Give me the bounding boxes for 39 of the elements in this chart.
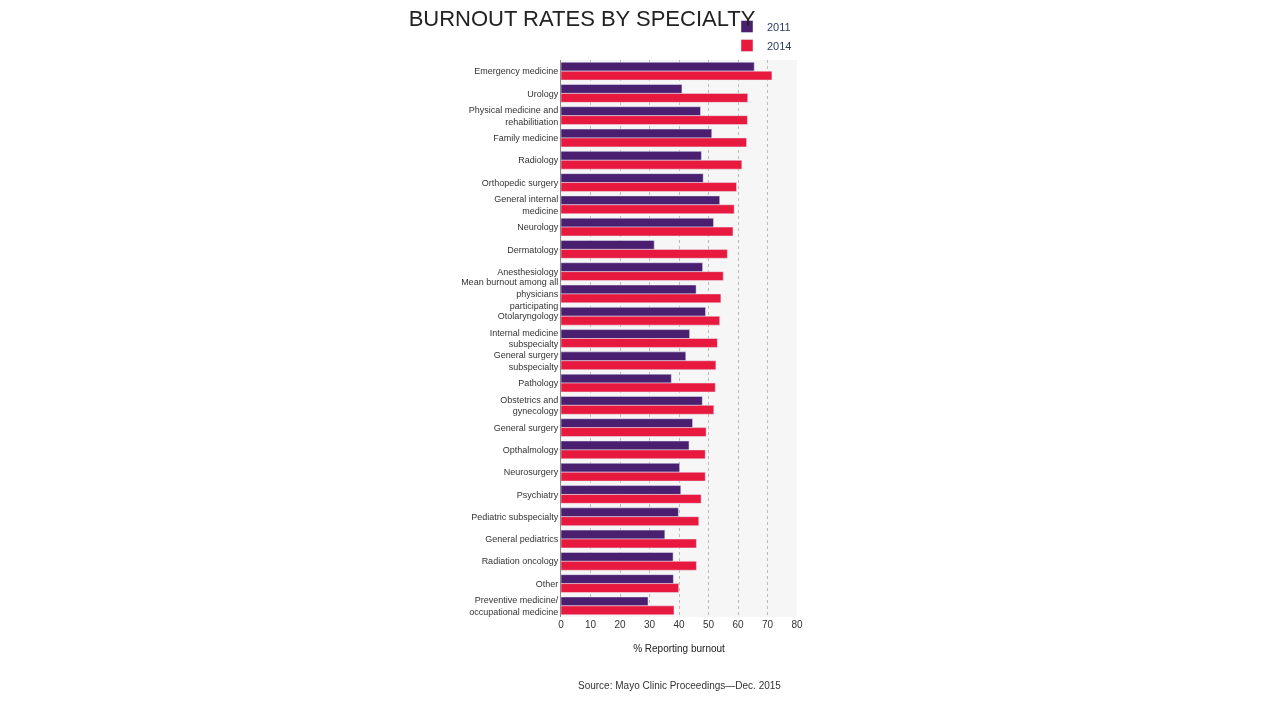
- x-tick-label: 70: [761, 619, 774, 630]
- y-tick-label: Family medicine: [493, 133, 559, 144]
- x-tick-label: 50: [702, 619, 715, 630]
- x-axis-title: % Reporting burnout: [633, 642, 726, 654]
- y-tick-label: Radiation oncology: [481, 556, 559, 567]
- y-tick-label: Dermatology: [507, 244, 559, 255]
- x-tick-label: 60: [732, 619, 744, 630]
- x-tick-label: 20: [614, 619, 626, 630]
- y-tick-label: Internal medicine subspecialty: [489, 327, 559, 350]
- y-tick-label: Neurosurgery: [503, 467, 559, 478]
- y-tick-label: Opthalmology: [502, 445, 559, 456]
- y-tick-label: General internal medicine: [494, 194, 559, 216]
- y-tick-label: Pathology: [518, 378, 559, 389]
- y-tick-label: General pediatrics: [485, 534, 559, 545]
- x-tick-label: 10: [584, 619, 597, 630]
- x-tick-label: 80: [791, 619, 803, 630]
- y-tick-label: Otolaryngology: [497, 311, 559, 322]
- y-tick-label: Pediatric subspecialty: [471, 511, 559, 522]
- y-tick-label: Other: [535, 578, 559, 589]
- y-tick-label: Physical medicine and rehabilitiation: [468, 105, 559, 127]
- y-tick-label: Obstetrics and gynecology: [500, 394, 559, 417]
- x-tick-label: 0: [558, 619, 565, 630]
- y-tick-label: Emergency medicine: [474, 66, 559, 77]
- y-tick-label: Mean burnout among all physicians participating: [461, 277, 559, 311]
- legend-label: 2014: [767, 39, 792, 52]
- y-tick-label: Preventive medicine/ occupational medicine: [469, 595, 559, 617]
- y-tick-label: Psychiatry: [516, 489, 559, 500]
- y-tick-label: General surgery: [493, 422, 559, 433]
- y-tick-label: Neurology: [517, 222, 559, 233]
- y-tick-label: Urology: [527, 88, 559, 99]
- y-tick-label: Anesthesiology: [497, 266, 559, 277]
- legend-label: 2011: [767, 20, 791, 33]
- y-tick-label: General surgery subspecialty: [493, 350, 559, 372]
- chart-title: BURNOUT RATES BY SPECIALTY: [408, 6, 756, 32]
- y-tick-label: Orthopedic surgery: [481, 177, 559, 188]
- x-tick-label: 30: [643, 619, 656, 630]
- y-tick-label: Radiology: [518, 155, 559, 166]
- source-note: Source: Mayo Clinic Proceedings—Dec. 2015: [578, 680, 782, 691]
- x-tick-label: 40: [673, 619, 685, 630]
